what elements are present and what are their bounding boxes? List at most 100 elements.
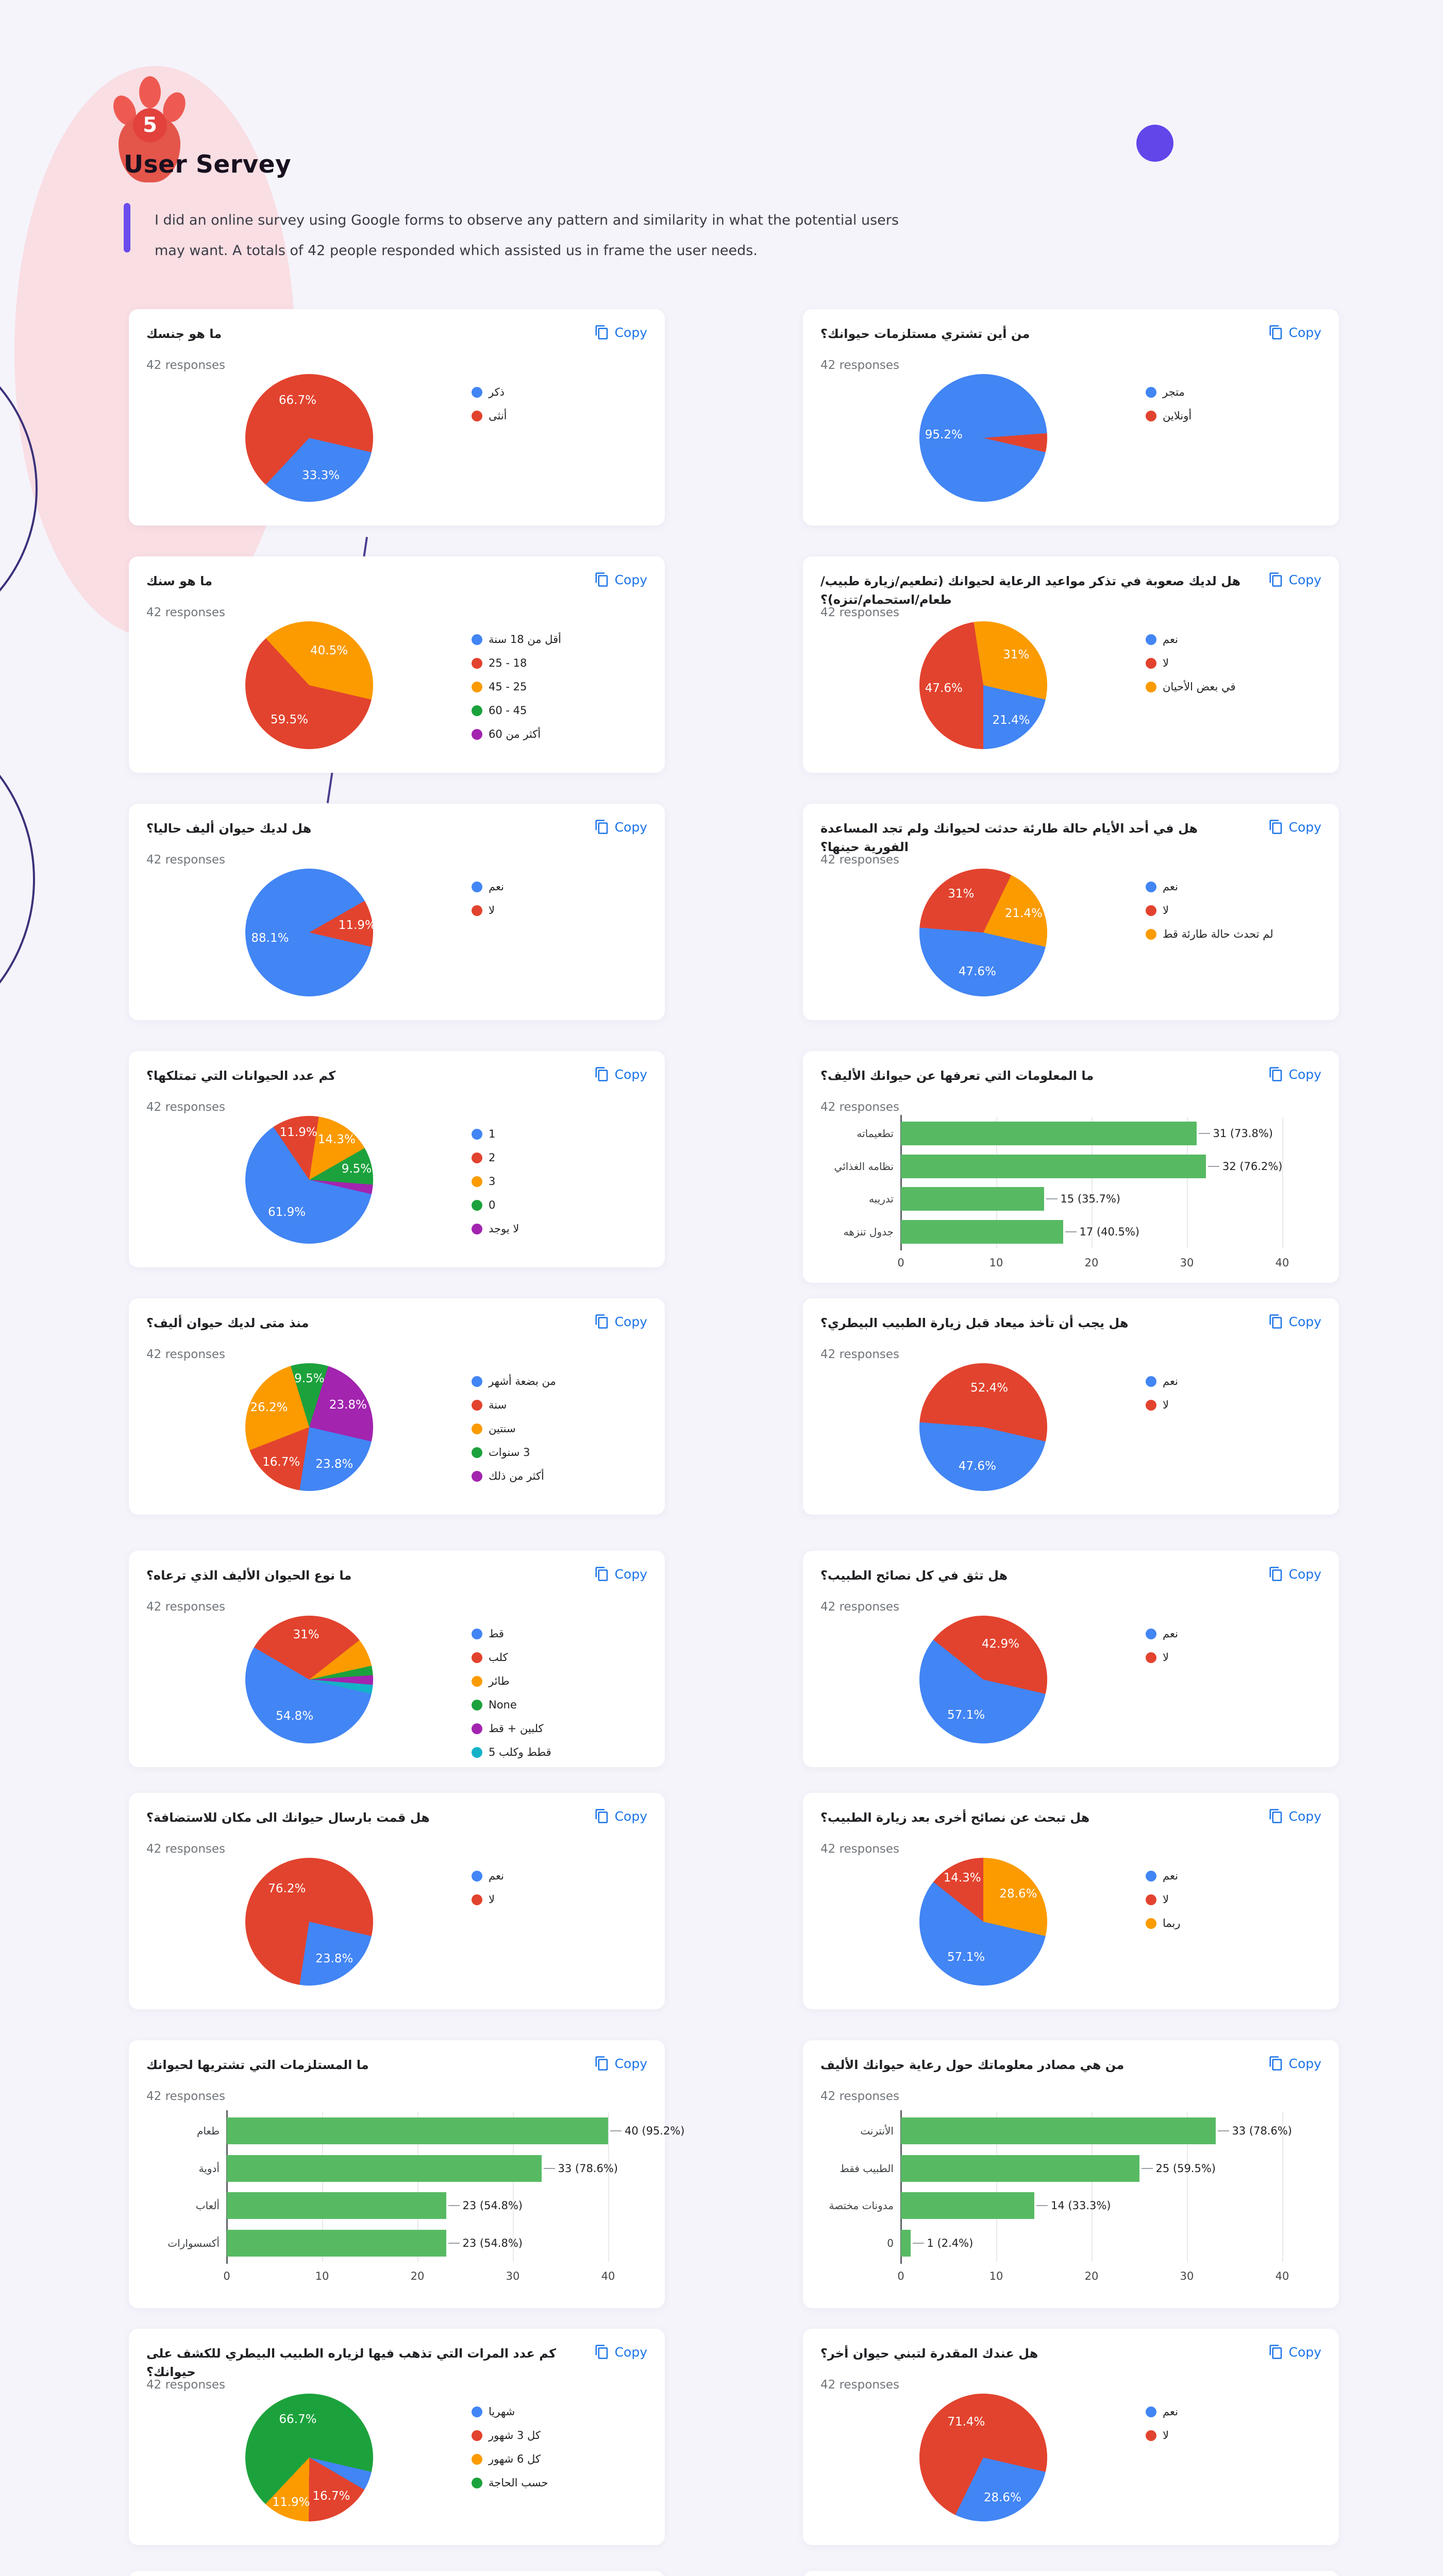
copy-button-label: Copy: [1288, 1808, 1321, 1824]
legend-color-dot: [472, 1376, 482, 1387]
legend: شهريا كل 3 شهور كل 6 شهور حسب الحاجة: [472, 2405, 548, 2501]
value-leader-line: [1065, 1231, 1077, 1233]
legend-item: لا: [1146, 1893, 1181, 1906]
bar-category-label: نظامه الغذائي: [834, 1160, 894, 1173]
legend-color-dot: [1146, 905, 1156, 916]
bar-category-label: الأنترنت: [860, 2125, 894, 2138]
bar-value-text: 32 (76.2%): [1222, 1160, 1283, 1173]
legend-color-dot: [1146, 928, 1156, 940]
responses-count: 42 responses: [146, 2378, 226, 2392]
bar: [901, 1122, 1197, 1145]
responses-count: 42 responses: [146, 606, 226, 619]
x-axis-tick-label: 20: [1084, 1257, 1099, 1269]
x-axis-tick-label: 10: [989, 1257, 1003, 1269]
copy-icon: [1269, 1809, 1282, 1823]
copy-button-label: Copy: [1288, 1066, 1321, 1082]
legend-item: نعم: [1146, 633, 1236, 646]
pie-slice-label: 26.2%: [250, 1401, 288, 1414]
legend-item: قطط وكلب 5: [472, 1746, 551, 1758]
pie-slice-label: 16.7%: [312, 2489, 350, 2503]
bar-value-label: 40 (95.2%): [610, 2125, 685, 2137]
legend-color-dot: [472, 1675, 482, 1687]
x-axis-tick-label: 30: [1180, 1257, 1194, 1269]
copy-button[interactable]: Copy: [1268, 1566, 1321, 1582]
copy-button[interactable]: Copy: [594, 1566, 647, 1582]
legend-item: لا: [1146, 904, 1273, 917]
pie-slice-label: 31%: [293, 1628, 320, 1642]
legend-item: أكثر من ذلك: [472, 1470, 556, 1482]
card-title: ما هو سنك: [146, 574, 213, 588]
pie-slice-label: 71.4%: [947, 2415, 985, 2429]
legend-label: طائر: [489, 1675, 510, 1687]
legend-label: 25 - 45: [489, 681, 527, 693]
legend-label: أكثر من ذلك: [489, 1470, 544, 1482]
legend-label: نعم: [1163, 2405, 1178, 2418]
responses-count: 42 responses: [146, 1842, 226, 1856]
copy-button[interactable]: Copy: [594, 2344, 647, 2360]
copy-button[interactable]: Copy: [1268, 1066, 1321, 1082]
copy-button[interactable]: Copy: [1268, 1808, 1321, 1824]
x-axis-tick-label: 40: [1275, 1257, 1289, 1269]
copy-button[interactable]: Copy: [1268, 572, 1321, 587]
copy-button-label: Copy: [614, 2344, 647, 2360]
legend-color-dot: [472, 1870, 482, 1882]
bar-value-text: 1 (2.4%): [927, 2236, 974, 2249]
card-title: هل في أحد الأيام حالة طارئة حدثت لحيوانك…: [820, 821, 1198, 854]
responses-count: 42 responses: [820, 1600, 900, 1614]
legend: نعم لا: [1146, 1628, 1178, 1675]
copy-button[interactable]: Copy: [594, 572, 647, 587]
copy-button[interactable]: Copy: [594, 1066, 647, 1082]
legend-label: نعم: [1163, 1628, 1178, 1640]
copy-button[interactable]: Copy: [594, 325, 647, 340]
copy-button[interactable]: Copy: [594, 2056, 647, 2071]
pie-slice-label: 23.8%: [315, 1952, 354, 1965]
survey-card: ما هو سنك Copy 42 responses 59.5% 40.5% أقل م…: [129, 556, 665, 773]
copy-button[interactable]: Copy: [594, 819, 647, 835]
survey-card: هل عندك المقدرة لاستضافة حيوان أخر؟Copy4…: [803, 2571, 1339, 2576]
legend-item: شهريا: [472, 2405, 548, 2418]
copy-button[interactable]: Copy: [594, 1808, 647, 1824]
copy-button[interactable]: Copy: [1268, 2056, 1321, 2071]
copy-button-label: Copy: [614, 819, 647, 835]
bar-category-label: مدونات مختصة: [829, 2199, 894, 2212]
paw-icon: 5: [109, 76, 215, 197]
x-axis-tick-label: 20: [410, 2270, 425, 2282]
legend-item: أكثر من 60: [472, 728, 561, 740]
x-axis-tick-label: 10: [315, 2270, 329, 2282]
bar-value-text: 14 (33.3%): [1051, 2199, 1111, 2212]
y-axis-line: [226, 2110, 228, 2264]
survey-card: ما المستلزمات التي تشتريها لحيوانك Copy 42…: [129, 2040, 685, 2308]
bar: [227, 2230, 446, 2257]
copy-button[interactable]: Copy: [1268, 1314, 1321, 1329]
legend-color-dot: [472, 1470, 482, 1482]
value-leader-line: [1046, 1198, 1058, 1200]
value-leader-line: [543, 2167, 555, 2169]
value-leader-line: [448, 2242, 460, 2244]
legend-item: نعم: [1146, 1628, 1178, 1640]
legend-label: في بعض الأحيان: [1163, 681, 1236, 693]
legend-item: لم تحدث حالة طارئة قط: [1146, 928, 1273, 940]
copy-button[interactable]: Copy: [1268, 325, 1321, 340]
legend-item: 3 سنوات: [472, 1446, 556, 1459]
pie-chart: [245, 2394, 373, 2521]
copy-button[interactable]: Copy: [1268, 819, 1321, 835]
pie-chart: [919, 1858, 1047, 1986]
legend-color-dot: [1146, 410, 1156, 421]
responses-count: 42 responses: [820, 2378, 900, 2392]
card-title: ما نوع الحيوان الأليف الذي ترعاه؟: [146, 1568, 352, 1583]
legend-item: نعم: [472, 1870, 504, 1882]
legend-item: أونلاين: [1146, 410, 1192, 422]
gridline: [1282, 1117, 1283, 1248]
copy-button[interactable]: Copy: [594, 1314, 647, 1329]
copy-button[interactable]: Copy: [1268, 2344, 1321, 2360]
bar-value-label: 14 (33.3%): [1036, 2199, 1111, 2212]
copy-icon: [1269, 325, 1282, 340]
legend-color-dot: [472, 634, 482, 645]
section-number-badge: 5: [133, 108, 167, 142]
card-title: ما المستلزمات التي تشتريها لحيوانك: [146, 2058, 369, 2072]
gridline: [417, 2112, 418, 2262]
legend-item: لا: [1146, 1651, 1178, 1664]
legend-color-dot: [472, 905, 482, 916]
bar-value-label: 23 (54.8%): [448, 2199, 523, 2212]
x-axis-tick-label: 30: [1180, 2270, 1194, 2282]
